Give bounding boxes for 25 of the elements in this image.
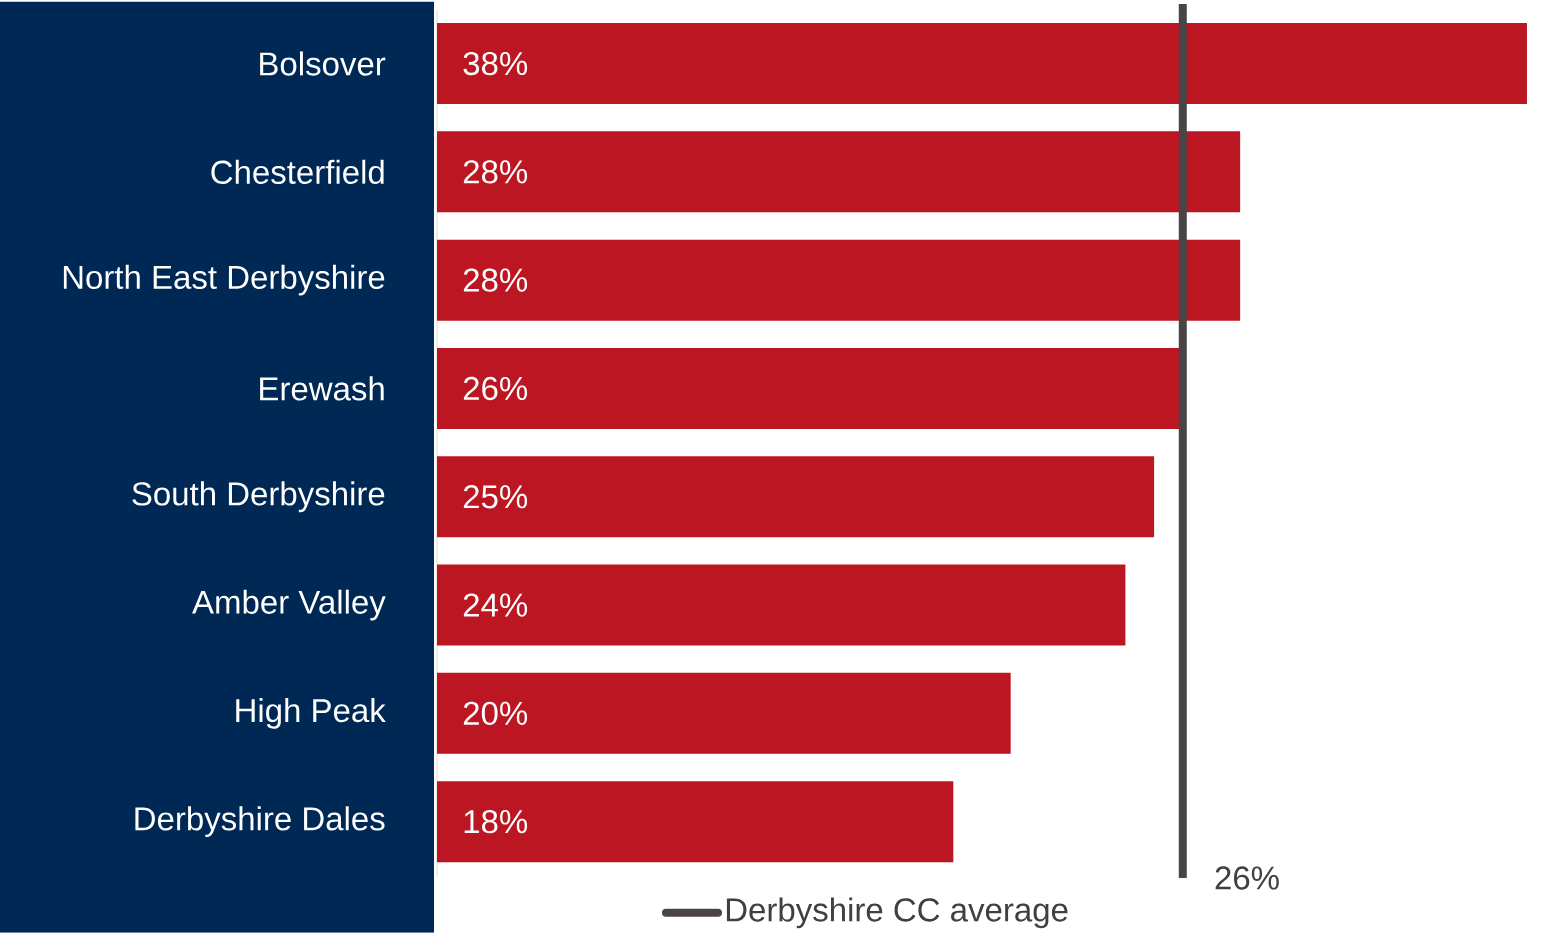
bar [437, 672, 1011, 754]
data-label: 38% [463, 51, 528, 76]
bar [437, 456, 1155, 538]
bar [437, 564, 1126, 646]
y-tick-label: South Derbyshire [132, 481, 385, 513]
y-tick-label: Amber Valley [192, 589, 386, 621]
legend-label: Derbyshire CC average [726, 897, 1068, 929]
bar [437, 781, 954, 863]
data-label: 18% [464, 810, 528, 834]
data-label: 20% [463, 701, 528, 726]
bar [437, 23, 1527, 105]
y-tick-label: Erewash [260, 376, 384, 401]
data-label: 28% [463, 268, 528, 292]
data-label: 25% [463, 485, 528, 509]
bar [437, 239, 1241, 321]
data-label: 26% [463, 376, 528, 401]
bar [437, 131, 1241, 213]
y-tick-label: Bolsover [260, 51, 386, 76]
y-tick-label: Derbyshire Dales [135, 806, 385, 838]
y-tick-label: High Peak [236, 698, 386, 729]
data-label: 24% [463, 593, 528, 617]
y-tick-label: North East Derbyshire [63, 264, 385, 296]
annotation: 26% [1215, 866, 1279, 890]
y-tick-label: Chesterfield [211, 159, 384, 185]
data-label: 28% [463, 160, 528, 184]
